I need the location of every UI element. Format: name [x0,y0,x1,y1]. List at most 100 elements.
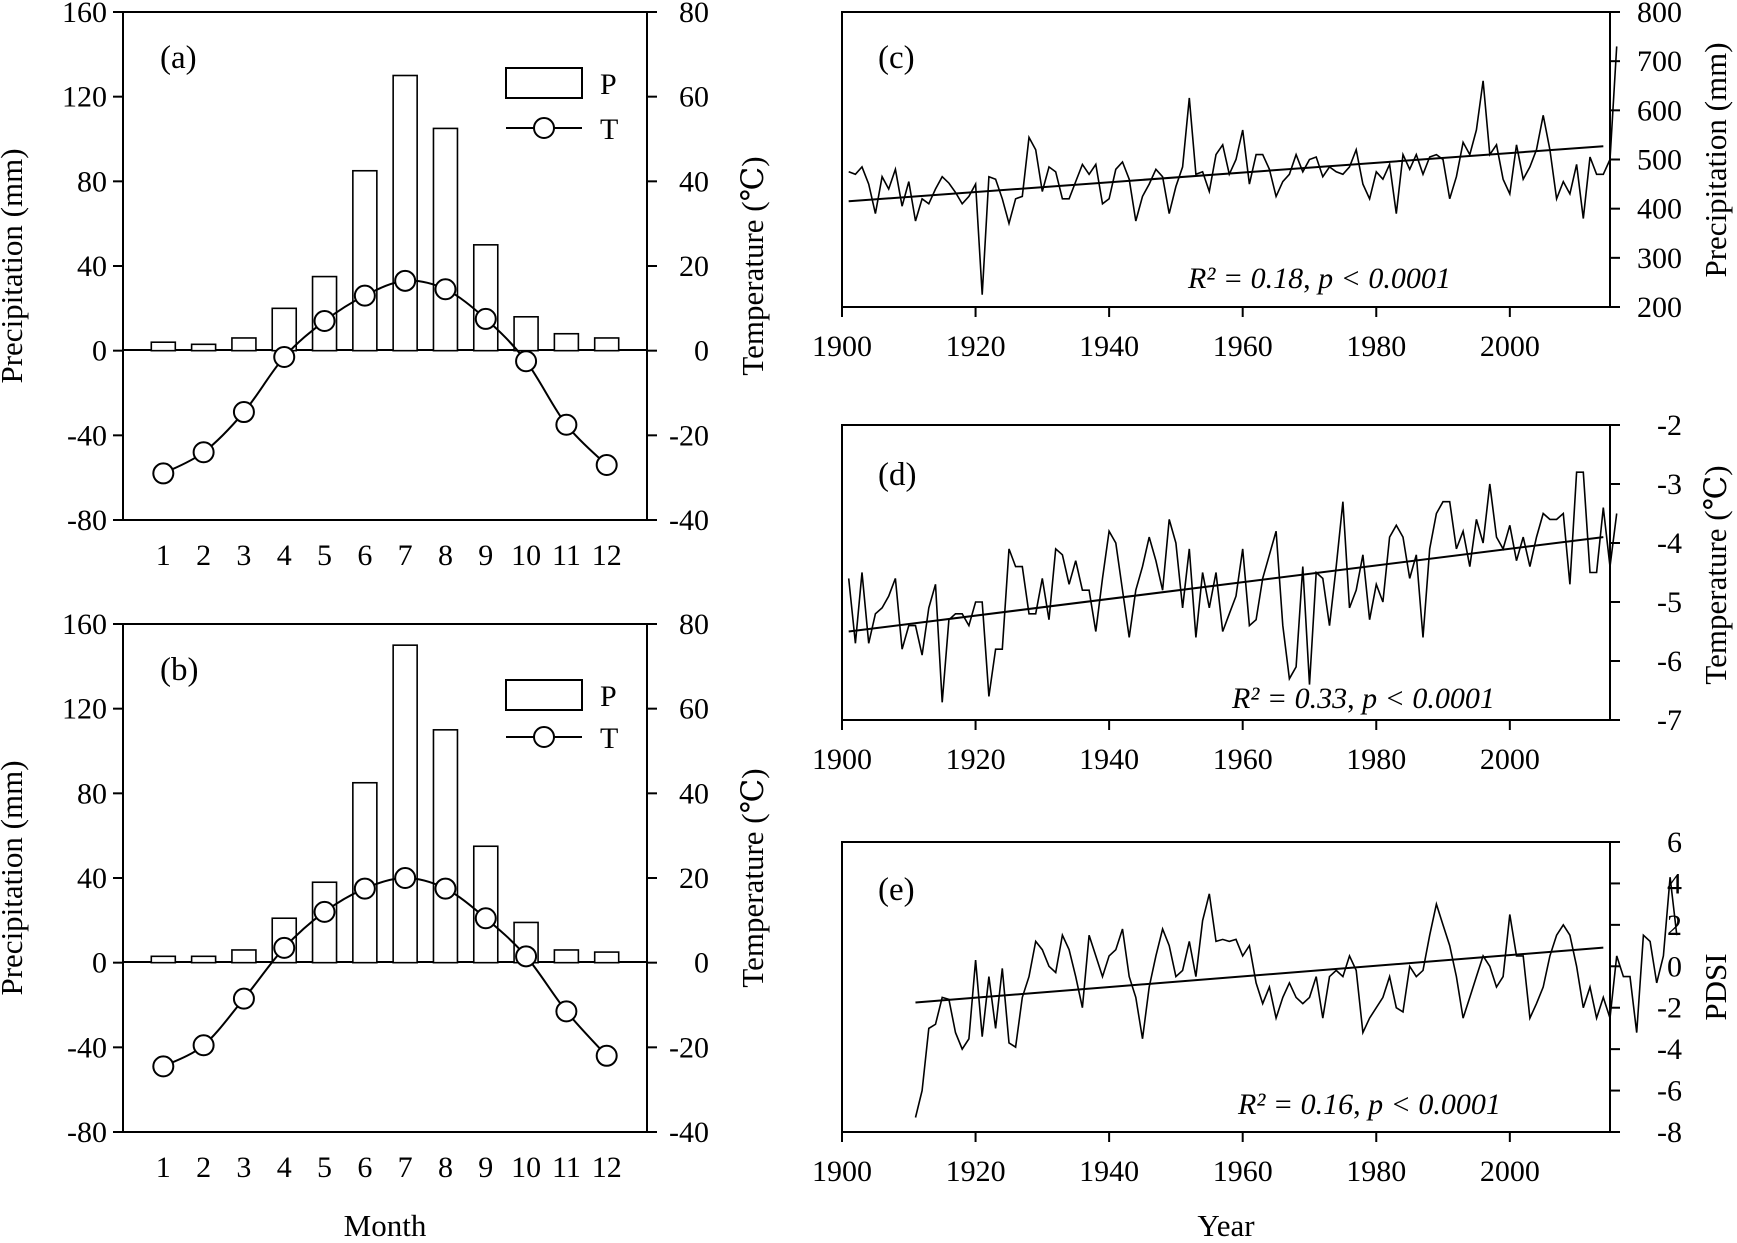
panel-b-x-tick-label: 3 [236,1151,251,1184]
panel-a-temperature-point-8 [434,278,457,301]
panel-b-x-tick-label: 11 [552,1151,581,1184]
panel-b-right-tick-label: 20 [679,862,709,895]
panel-b-legend-p: P [600,680,617,713]
panel-b-bar-8 [432,729,459,964]
panel-a-temperature-point-1 [152,462,175,485]
panel-b-bar-9 [472,845,499,964]
panel-a-x-tick-label: 11 [552,539,581,572]
panel-c-annotation: R² = 0.18, p < 0.0001 [1187,262,1451,295]
panel-b-temperature-point-2 [192,1034,215,1057]
panel-d-y-tick-label: -5 [1657,586,1682,619]
panel-e-xlabel: Year [1197,1208,1255,1243]
panel-e-r2: R² = 0.16 [1237,1088,1353,1121]
panel-a-bar-10 [513,315,539,352]
panel-c-y-tick-label: 700 [1637,45,1682,78]
panel-c-right-axis: 800 700 600 500 400 300 200 [1610,0,1682,324]
panel-e-x-tick-label: 1980 [1346,1155,1406,1188]
panel-c-y-tick-label: 600 [1637,94,1682,127]
panel-d-series [847,471,1618,703]
panel-e-y-tick-label: -6 [1657,1075,1682,1108]
panel-b-temperature-point-10 [515,945,538,968]
panel-a-x-tick-label: 9 [478,539,493,572]
panel-b-bar-11 [553,949,580,964]
panel-a-bar-2 [190,343,217,352]
panel-b-right-tick-label: -20 [669,1031,709,1064]
panel-e-y-tick-label: -4 [1657,1033,1682,1066]
panel-e-sep: , [1353,1088,1368,1121]
panel-c-trend-line [848,145,1604,203]
panel-e-y-tick-label: 2 [1667,909,1682,942]
panel-d-y-tick-label: -2 [1657,409,1682,442]
panel-d-sep: , [1347,682,1362,715]
panel-c-y-tick-label: 400 [1637,193,1682,226]
panel-c-y-tick-label: 500 [1637,144,1682,177]
panel-e-y-tick-label: 4 [1667,867,1682,900]
panel-a-temperature-point-2 [192,441,215,464]
panel-a-x-tick-label: 7 [398,539,413,572]
panel-b-temperature-point-6 [353,877,376,900]
panel-b-legend-marker [533,726,555,748]
panel-b-bar-1 [150,955,177,964]
panel-d-x-tick-label: 1960 [1213,743,1273,776]
panel-b-x-tick-label: 8 [438,1151,453,1184]
panel-d-x-tick-label: 2000 [1480,743,1540,776]
panel-c-annual-line [848,46,1618,295]
panel-a-left-tick-label: 120 [62,81,107,114]
panel-b-left-tick-label: -40 [67,1031,107,1064]
panel-d-y-tick-label: -7 [1657,704,1682,737]
panel-a-left-tick-label: -40 [67,419,107,452]
panel-a-bar-3 [231,337,257,352]
panel-a-ylabel-right: Temperature (℃) [735,156,770,375]
panel-c-r2: R² = 0.18 [1187,262,1303,295]
panel-b-right-tick-label: 0 [694,947,709,980]
panel-a-bar-6 [352,169,378,352]
panel-a-x-tick-label: 1 [156,539,171,572]
panel-a-bar-4 [271,307,298,352]
panel-d-annotation: R² = 0.33, p < 0.0001 [1231,682,1495,715]
panel-a-label: (a) [160,40,197,76]
panel-a-bar-7 [392,74,418,352]
panel-a-right-tick-label: 80 [679,0,709,29]
panel-e-series [914,877,1678,1118]
panel-a-right-tick-label: 60 [679,81,709,114]
panel-a-bars [150,74,620,352]
panel-d-frame [841,424,1611,721]
panel-d-y-tick-label: -4 [1657,527,1682,560]
panel-a-temperature-point-12 [595,453,618,476]
panel-b-left-tick-label: 40 [77,862,107,895]
panel-a-x-tick-label: 12 [592,539,622,572]
panel-b-temperature-series [152,867,618,1078]
panel-c-p: p < 0.0001 [1316,262,1451,295]
panel-b-bar-2 [190,955,217,964]
panel-e-x-tick-label: 2000 [1480,1155,1540,1188]
panel-e-ylabel: PDSI [1698,953,1733,1020]
panel-d-label: (d) [878,457,916,493]
panel-e-y-tick-label: -2 [1657,992,1682,1025]
panel-a-legend-t: T [600,113,618,146]
panel-d-x-tick-label: 1900 [812,743,872,776]
panel-a-right-tick-label: 20 [679,250,709,283]
panel-b-x-tick-label: 2 [196,1151,211,1184]
panel-b-left-tick-label: 0 [92,947,107,980]
panel-b-temperature-point-5 [313,900,336,923]
panel-a-x-tick-label: 4 [277,539,292,572]
panel-e-x-tick-label: 1940 [1079,1155,1139,1188]
panel-b-x-axis: 1 2 3 4 5 6 7 8 9 10 11 12 [156,1151,622,1184]
panel-a-temperature-point-11 [555,413,578,436]
panel-e-x-tick-label: 1900 [812,1155,872,1188]
panel-d-y-tick-label: -6 [1657,645,1682,678]
panel-c-ylabel: Precipitation (mm) [1698,42,1733,277]
panel-b-ylabel-left: Precipitation (mm) [0,760,29,995]
panel-b-x-tick-label: 1 [156,1151,171,1184]
panel-a-x-tick-label: 8 [438,539,453,572]
panel-e-annotation: R² = 0.16, p < 0.0001 [1237,1088,1501,1121]
panel-b-x-tick-label: 12 [592,1151,622,1184]
panel-a-left-tick-label: 40 [77,250,107,283]
panel-b-ylabel-right: Temperature (℃) [735,768,770,987]
panel-a-temperature-point-5 [313,310,336,333]
panel-e-y-tick-label: 6 [1667,826,1682,859]
